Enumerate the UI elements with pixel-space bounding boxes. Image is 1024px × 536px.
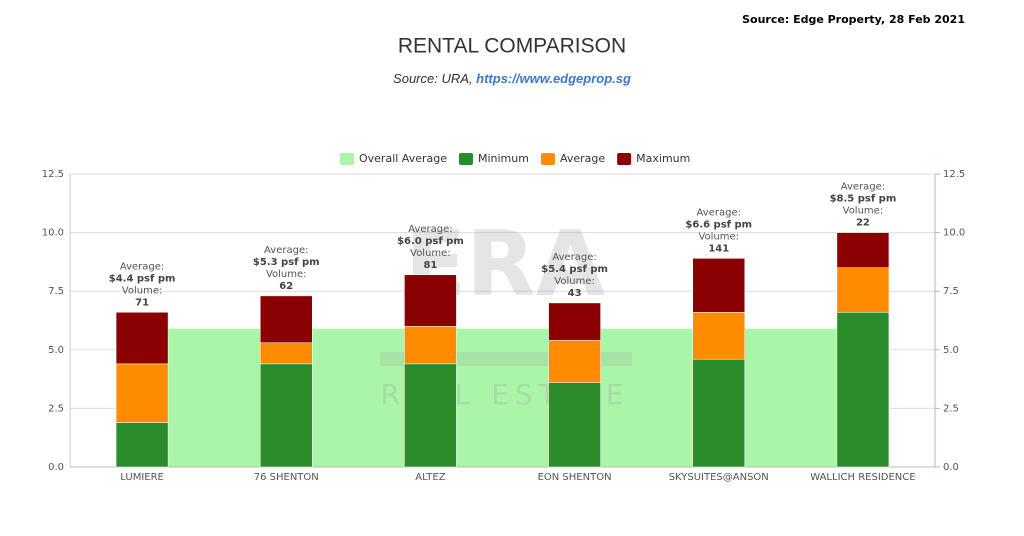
legend-swatch <box>540 153 555 165</box>
volume-label: 62 <box>279 281 293 292</box>
bar-segment <box>115 363 169 423</box>
area <box>142 328 863 467</box>
bar-segment <box>260 342 313 365</box>
legend-swatch <box>617 153 632 165</box>
y-tick-label: 0.0 <box>48 462 64 473</box>
bar-segment <box>260 295 313 344</box>
x-tick-label: EON SHENTON <box>538 472 612 483</box>
source-note: Source: Edge Property, 28 Feb 2021 <box>742 13 965 26</box>
legend-swatch <box>340 153 354 165</box>
volume-caption: Volume: <box>554 276 595 287</box>
avg-label: $6.6 psf pm <box>685 219 752 230</box>
x-tick-label: ALTEZ <box>415 472 445 483</box>
avg-caption: Average: <box>697 207 741 218</box>
bar-segment <box>692 358 745 468</box>
bar-segment <box>836 267 890 313</box>
subtitle-link[interactable]: https://www.edgeprop.sg <box>476 71 631 86</box>
y-tick-label: 10.0 <box>42 228 64 239</box>
bar-segment <box>115 422 169 468</box>
legend-label[interactable]: Maximum <box>636 152 690 165</box>
y2-tick-label: 2.5 <box>943 403 959 414</box>
y2-tick-label: 7.5 <box>943 286 959 297</box>
y-tick-label: 12.5 <box>42 169 64 180</box>
x-tick-label: LUMIERE <box>120 472 164 483</box>
avg-caption: Average: <box>120 261 164 272</box>
avg-caption: Average: <box>408 224 452 235</box>
x-tick-label: WALLICH RESIDENCE <box>810 472 915 483</box>
bar-segment <box>692 258 745 313</box>
y2-tick-label: 12.5 <box>943 169 965 180</box>
volume-caption: Volume: <box>410 248 451 259</box>
bar-segment <box>404 363 457 468</box>
volume-caption: Volume: <box>698 231 739 242</box>
bar-segment <box>836 312 890 468</box>
volume-caption: Volume: <box>266 269 307 280</box>
y-tick-label: 7.5 <box>48 286 64 297</box>
x-tick-label: SKYSUITES@ANSON <box>669 472 769 483</box>
bar-segment <box>692 312 745 360</box>
y2-tick-label: 10.0 <box>943 228 965 239</box>
bar-segment <box>404 274 457 327</box>
volume-caption: Volume: <box>122 285 163 296</box>
volume-label: 22 <box>856 218 870 229</box>
bar-segment <box>548 382 601 468</box>
bar-segment <box>260 363 313 468</box>
y-tick-label: 2.5 <box>48 403 64 414</box>
avg-caption: Average: <box>841 182 885 193</box>
volume-label: 71 <box>135 297 149 308</box>
y2-tick-label: 5.0 <box>943 345 959 356</box>
avg-label: $4.4 psf pm <box>109 273 176 284</box>
chart-subtitle: Source: URA, https://www.edgeprop.sg <box>393 71 631 86</box>
legend-label[interactable]: Average <box>560 152 605 165</box>
bar-segment <box>836 232 890 269</box>
avg-label: $6.0 psf pm <box>397 236 464 247</box>
avg-label: $8.5 psf pm <box>830 194 897 205</box>
x-tick-label: 76 SHENTON <box>254 472 319 483</box>
chart-title: RENTAL COMPARISON <box>398 35 626 58</box>
volume-label: 141 <box>708 243 729 254</box>
y2-tick-label: 0.0 <box>943 462 959 473</box>
bar-segment <box>115 312 169 365</box>
legend-swatch <box>458 153 473 165</box>
bar-segment <box>548 302 601 341</box>
avg-label: $5.3 psf pm <box>253 257 320 268</box>
bar-segment <box>404 326 457 365</box>
avg-label: $5.4 psf pm <box>541 264 608 275</box>
avg-caption: Average: <box>552 252 596 263</box>
volume-label: 81 <box>423 260 437 271</box>
legend-label[interactable]: Minimum <box>478 152 529 165</box>
y-tick-label: 5.0 <box>48 345 64 356</box>
legend-label[interactable]: Overall Average <box>359 152 447 165</box>
volume-caption: Volume: <box>843 206 884 217</box>
bar-segment <box>548 340 601 383</box>
avg-caption: Average: <box>264 245 308 256</box>
volume-label: 43 <box>568 288 582 299</box>
subtitle-text: Source: URA, <box>393 71 472 86</box>
